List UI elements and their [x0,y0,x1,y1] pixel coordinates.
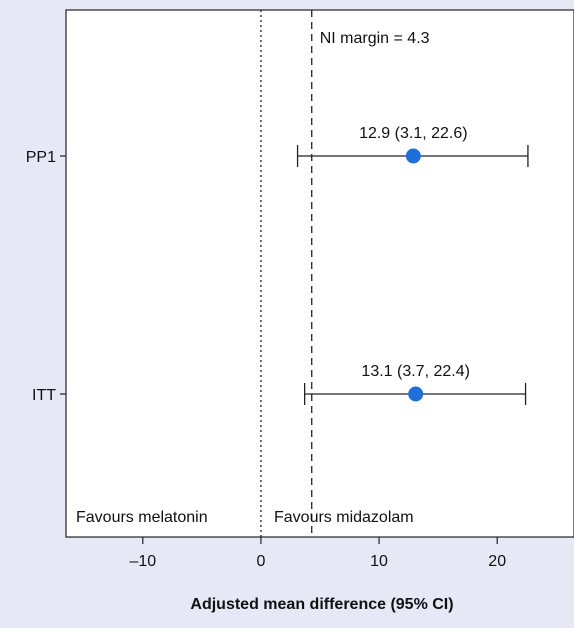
y-tick-label: ITT [32,387,56,404]
estimate-label: 13.1 (3.7, 22.4) [361,363,470,380]
x-tick-label: 0 [256,553,265,570]
x-axis-label: Adjusted mean difference (95% CI) [190,596,453,613]
point-estimate [405,148,421,164]
chart-marks: NI margin = 4.3 12.9 (3.1, 22.6) 13.1 (3.7… [260,10,529,537]
x-tick-label: 20 [488,553,506,570]
plot-area [65,9,574,538]
y-tick-label: PP1 [26,149,56,166]
x-axis: –10 0 10 20 [129,537,506,570]
ni-margin-label: NI margin = 4.3 [320,30,430,47]
y-axis: PP1 ITT [26,149,66,404]
x-tick-label: –10 [129,553,156,570]
region-label-left: Favours melatonin [76,509,208,526]
x-tick-label: 10 [370,553,388,570]
point-estimate [408,386,424,402]
estimate-label: 12.9 (3.1, 22.6) [359,125,468,142]
region-label-right: Favours midazolam [274,509,414,526]
